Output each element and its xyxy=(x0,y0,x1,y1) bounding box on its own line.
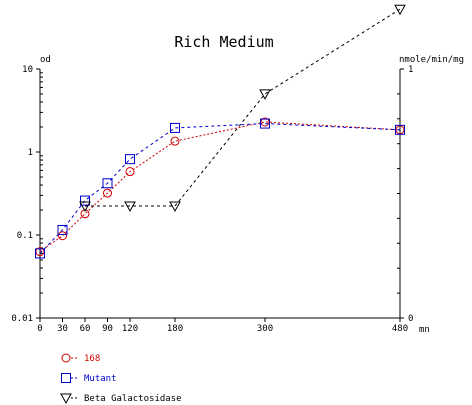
circle-marker xyxy=(170,136,180,146)
x-tick-label: 300 xyxy=(257,324,273,334)
chart-title: Rich Medium xyxy=(174,33,273,51)
x-tick-label: 90 xyxy=(102,324,113,334)
square-marker xyxy=(80,195,90,206)
left-tick-label: 0.1 xyxy=(17,231,33,241)
circle-marker xyxy=(125,167,135,177)
triangle-down-marker xyxy=(169,201,181,212)
triangle-down-marker xyxy=(259,89,271,100)
x-tick-label: 120 xyxy=(122,324,138,334)
square-marker xyxy=(170,122,180,133)
circle-marker xyxy=(80,209,90,219)
square-marker xyxy=(125,154,135,165)
right-tick-label: 0 xyxy=(408,314,413,324)
circle-marker xyxy=(58,231,67,241)
square-marker xyxy=(102,178,113,189)
series-line-mutant xyxy=(39,123,401,254)
left-axis-label: od xyxy=(40,55,51,65)
square-marker xyxy=(35,248,45,259)
triangle-down-marker xyxy=(79,201,91,212)
x-tick-label: 0 xyxy=(37,324,42,334)
legend-label-168: 168 xyxy=(84,354,100,364)
square-marker xyxy=(395,124,405,135)
circle-marker xyxy=(61,353,71,363)
x-tick-label: 480 xyxy=(392,324,408,334)
triangle-down-marker xyxy=(60,393,72,405)
series-line-beta-galactosidase xyxy=(85,8,401,207)
series-line-168 xyxy=(39,121,401,253)
legend: 168 Mutant Beta Galactosidase xyxy=(60,353,182,405)
x-axis-unit: mn xyxy=(419,325,430,335)
left-tick-label: 10 xyxy=(22,65,33,75)
triangle-down-marker xyxy=(394,4,406,16)
legend-label-beta-galactosidase: Beta Galactosidase xyxy=(84,394,182,404)
plot-area xyxy=(35,4,406,259)
x-tick-label: 180 xyxy=(167,324,183,334)
right-axis-label: nmole/min/mg xyxy=(399,55,464,65)
square-marker xyxy=(57,224,68,235)
legend-label-mutant: Mutant xyxy=(84,374,117,384)
left-tick-label: 0.01 xyxy=(11,314,33,324)
x-tick-label: 60 xyxy=(80,324,91,334)
square-marker xyxy=(61,373,71,383)
right-tick-label: 1 xyxy=(408,65,413,75)
triangle-down-marker xyxy=(124,201,136,212)
square-marker xyxy=(260,118,270,129)
circle-marker xyxy=(103,188,112,198)
x-tick-label: 30 xyxy=(57,324,68,334)
left-tick-label: 1 xyxy=(28,148,33,158)
